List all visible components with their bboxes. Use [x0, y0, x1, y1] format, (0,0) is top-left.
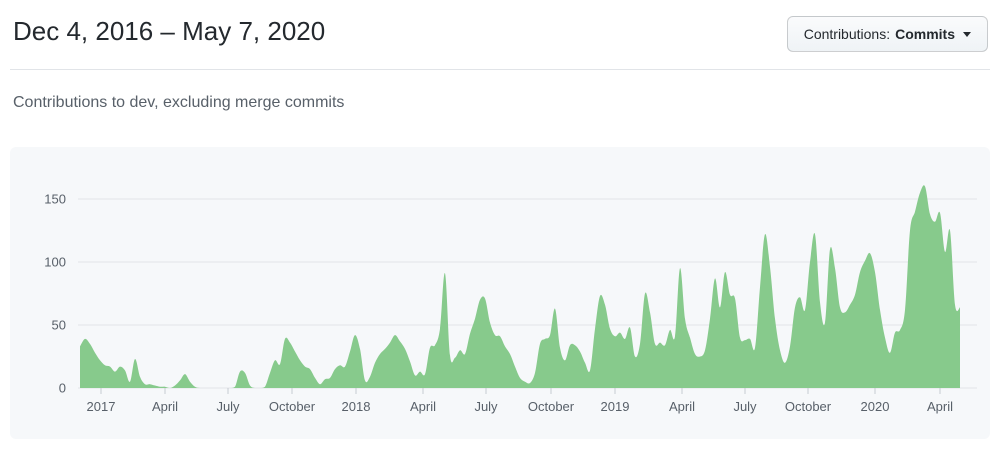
page-header: Dec 4, 2016 – May 7, 2020 Contributions:…	[10, 0, 990, 53]
dropdown-caret-icon	[963, 31, 971, 37]
svg-text:October: October	[269, 399, 316, 414]
svg-text:50: 50	[52, 318, 66, 333]
svg-text:2019: 2019	[601, 399, 630, 414]
svg-text:2018: 2018	[342, 399, 371, 414]
svg-text:July: July	[474, 399, 498, 414]
svg-text:April: April	[669, 399, 695, 414]
contributions-page: Dec 4, 2016 – May 7, 2020 Contributions:…	[10, 0, 990, 440]
contributions-dropdown-button[interactable]: Contributions: Commits	[786, 16, 988, 53]
svg-text:100: 100	[44, 255, 66, 270]
svg-text:0: 0	[59, 381, 66, 396]
svg-text:July: July	[733, 399, 757, 414]
svg-text:April: April	[410, 399, 436, 414]
contributions-chart: 0 50 100 150 2017 April July October 2018 April Ju…	[44, 185, 977, 414]
contributions-button-prefix: Contributions:	[803, 26, 891, 42]
contributions-button-value: Commits	[895, 26, 955, 42]
chart-subtitle: Contributions to dev, excluding merge co…	[13, 94, 345, 112]
svg-text:October: October	[528, 399, 575, 414]
header-divider	[10, 69, 990, 71]
date-range-title: Dec 4, 2016 – May 7, 2020	[13, 16, 326, 46]
svg-text:July: July	[216, 399, 240, 414]
svg-text:October: October	[785, 399, 832, 414]
svg-text:April: April	[152, 399, 178, 414]
svg-text:2020: 2020	[861, 399, 890, 414]
svg-text:April: April	[927, 399, 953, 414]
svg-text:150: 150	[44, 192, 66, 207]
contributions-chart-panel: 0 50 100 150 2017 April July October 2018 April Ju…	[10, 147, 990, 440]
svg-text:2017: 2017	[87, 399, 116, 414]
